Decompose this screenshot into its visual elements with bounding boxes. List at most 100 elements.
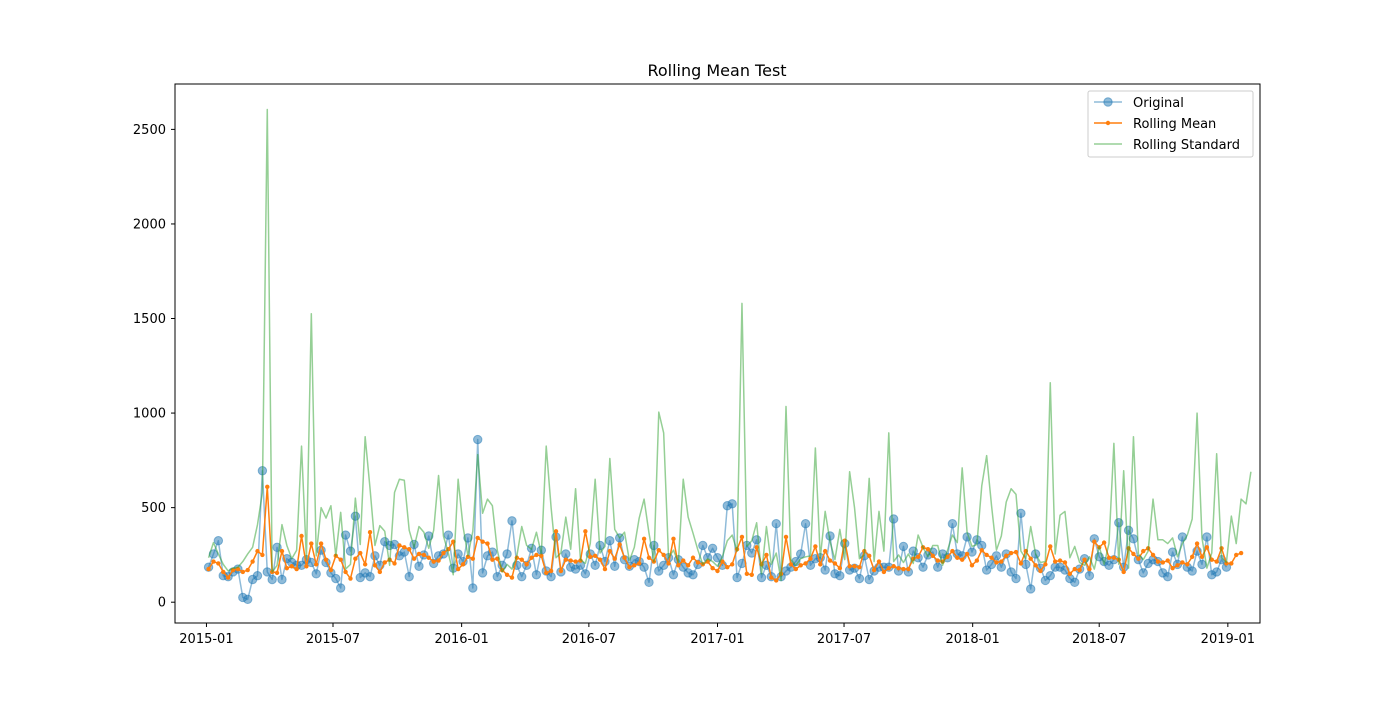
y-tick-label: 1000 [133, 407, 166, 422]
data-point-rolling-mean [729, 562, 735, 567]
x-tick-label: 2016-07 [562, 632, 616, 647]
data-point-original [1045, 571, 1055, 581]
data-point-rolling-mean [553, 529, 559, 534]
data-point-original [1187, 566, 1197, 576]
data-point-original [996, 562, 1007, 572]
data-point-original [820, 565, 830, 575]
data-point-rolling-mean [402, 545, 407, 550]
data-point-rolling-mean [837, 565, 843, 571]
data-point-rolling-mean [1062, 560, 1068, 565]
data-point-rolling-mean [509, 575, 515, 580]
data-point-rolling-mean [309, 541, 314, 546]
data-point-rolling-mean [1214, 559, 1219, 564]
data-point-rolling-mean [519, 557, 524, 562]
data-point-rolling-mean [822, 548, 828, 554]
data-point-rolling-mean [539, 553, 544, 559]
data-point-original [668, 570, 679, 580]
data-point-rolling-mean [455, 566, 461, 572]
data-point-rolling-mean [348, 576, 353, 581]
data-point-rolling-mean [739, 534, 745, 540]
data-point-original [502, 549, 512, 559]
data-point-rolling-mean [793, 566, 798, 572]
data-point-rolling-mean [524, 562, 529, 567]
data-point-rolling-mean [1028, 556, 1033, 561]
data-point-rolling-mean [1238, 550, 1244, 556]
data-point-rolling-mean [852, 564, 857, 569]
x-tick-label: 2016-01 [434, 632, 488, 647]
data-point-rolling-mean [994, 560, 999, 565]
data-point-rolling-mean [881, 569, 887, 575]
data-point-original [727, 499, 737, 509]
data-point-rolling-mean [764, 552, 769, 558]
data-point-original [800, 519, 811, 529]
data-point-rolling-mean [935, 558, 940, 563]
data-point-rolling-mean [690, 555, 696, 560]
data-point-rolling-mean [695, 560, 701, 565]
data-point-rolling-mean [1111, 555, 1117, 560]
data-point-rolling-mean [989, 555, 994, 560]
data-point-rolling-mean [901, 566, 906, 572]
data-point-rolling-mean [607, 548, 613, 554]
data-point-rolling-mean [529, 555, 534, 560]
data-point-rolling-mean [871, 567, 877, 573]
data-point-rolling-mean [1204, 545, 1210, 550]
data-point-rolling-mean [1199, 554, 1205, 560]
data-point-rolling-mean [426, 555, 431, 560]
plot-layer [203, 108, 1252, 605]
x-tick-label: 2018-01 [946, 632, 1000, 647]
data-point-rolling-mean [407, 547, 412, 552]
data-point-rolling-mean [1175, 563, 1180, 568]
data-point-rolling-mean [798, 563, 803, 568]
legend-label-rolling-mean: Rolling Mean [1133, 117, 1216, 132]
data-point-rolling-mean [1155, 559, 1161, 564]
data-point-original [835, 571, 845, 581]
data-point-rolling-mean [1004, 553, 1009, 559]
x-tick-label: 2017-07 [817, 632, 871, 647]
data-point-rolling-mean [583, 529, 588, 534]
data-point-rolling-mean [299, 533, 304, 539]
axes-layer: 2015-01 2015-07 2016-01 2016-07 2017-01 2017-… [133, 83, 1261, 647]
data-point-rolling-mean [1180, 560, 1185, 565]
data-point-rolling-mean [964, 551, 970, 557]
data-point-rolling-mean [588, 554, 593, 560]
data-point-rolling-mean [774, 578, 779, 583]
data-point-rolling-mean [573, 559, 578, 564]
legend-marker-original [1103, 97, 1113, 107]
data-point-original [732, 572, 742, 583]
data-point-original [473, 434, 483, 445]
data-point-rolling-mean [827, 558, 833, 563]
data-point-rolling-mean [211, 559, 216, 564]
data-point-original [751, 535, 762, 545]
chart-title: Rolling Mean Test [647, 61, 786, 80]
data-point-rolling-mean [304, 564, 309, 569]
data-point-rolling-mean [260, 552, 265, 558]
data-point-rolling-mean [769, 575, 774, 580]
data-point-rolling-mean [294, 566, 299, 572]
data-point-rolling-mean [754, 545, 759, 550]
data-point-original [277, 574, 287, 585]
data-point-rolling-mean [411, 556, 417, 561]
data-point-rolling-mean [578, 558, 583, 563]
legend-marker-rolling-mean [1105, 120, 1111, 126]
data-point-original [267, 574, 277, 585]
data-point-rolling-mean [896, 565, 901, 571]
data-point-rolling-mean [666, 561, 671, 566]
data-point-rolling-mean [661, 552, 666, 558]
data-point-rolling-mean [1092, 539, 1097, 544]
y-tick-label: 1500 [133, 312, 166, 327]
data-point-rolling-mean [1160, 560, 1166, 565]
data-point-rolling-mean [597, 557, 603, 562]
data-point-rolling-mean [950, 548, 955, 554]
data-point-rolling-mean [289, 564, 294, 569]
legend-label-original: Original [1133, 96, 1184, 111]
data-point-rolling-mean [803, 561, 808, 566]
data-point-rolling-mean [876, 559, 882, 564]
data-point-rolling-mean [558, 568, 564, 574]
data-point-original [1011, 573, 1021, 584]
data-point-rolling-mean [974, 558, 980, 563]
data-point-original [531, 570, 542, 580]
data-point-original [365, 571, 375, 582]
data-point-rolling-mean [1052, 559, 1058, 564]
data-point-original [370, 551, 380, 561]
data-point-original [1211, 567, 1222, 577]
